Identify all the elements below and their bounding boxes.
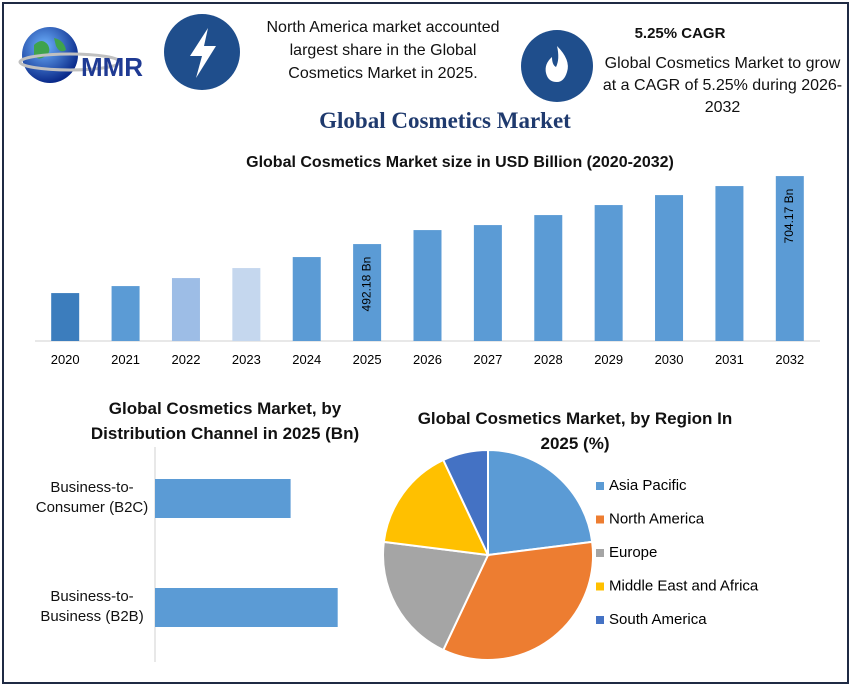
pie-slice [441,448,489,556]
chart-title: Global Cosmetics Market size in USD Bill… [246,154,674,171]
bar [775,176,804,341]
x-tick-label: 2023 [232,352,261,367]
x-tick-label: 2022 [172,352,201,367]
chart-title: Global Cosmetics Market, by Region In 20… [417,409,733,453]
highlight-title: 5.25% CAGR [634,25,726,42]
x-tick-label: 2030 [655,352,684,367]
legend-label: North America [609,510,705,527]
legend-swatch [596,582,604,591]
legend-swatch [596,515,604,524]
bar [594,205,623,341]
flame-icon [521,30,593,102]
pie-slice [382,540,490,652]
bar [473,225,502,341]
value-label: 704.17 Bn [782,189,796,244]
bar [534,215,563,341]
x-tick-label: 2027 [473,352,502,367]
bolt-icon [164,14,240,90]
legend-label: South America [609,611,707,628]
y-tick-label: Business-to-Business (B2B) [40,588,144,625]
bar [715,186,744,341]
logo: MMR [18,27,143,83]
bar [232,268,261,341]
x-tick-label: 2024 [292,352,321,367]
bar [171,278,200,341]
x-tick-label: 2031 [715,352,744,367]
x-tick-label: 2028 [534,352,563,367]
bar [51,293,80,341]
legend-swatch [596,549,604,557]
main-title: Global Cosmetics Market [319,108,571,133]
x-tick-label: 2026 [413,352,442,367]
pie-slice [487,448,594,557]
x-tick-label: 2029 [594,352,623,367]
bar [413,230,442,341]
bar [155,479,291,518]
legend-label: Asia Pacific [609,477,687,494]
pie-slice [382,458,490,557]
x-tick-label: 2032 [775,352,804,367]
x-tick-label: 2025 [353,352,382,367]
bar [111,286,140,341]
legend-swatch [596,616,604,624]
x-tick-label: 2021 [111,352,140,367]
highlight-text: Global Cosmetics Market to grow at a CAG… [602,55,843,116]
logo-text: MMR [81,52,143,82]
y-tick-label: Business-to-Consumer (B2C) [35,479,149,516]
value-label: 492.18 Bn [359,257,373,312]
chart-title: Global Cosmetics Market, by Distribution… [90,399,360,443]
bar [655,195,684,341]
legend-swatch [596,482,604,490]
bar [353,244,382,341]
bar [155,588,338,627]
highlight-text: North America market accounted largest s… [266,19,500,82]
bar [292,257,321,341]
x-tick-label: 2020 [51,352,80,367]
legend-label: Europe [609,544,657,561]
legend-label: Middle East and Africa [609,577,759,594]
